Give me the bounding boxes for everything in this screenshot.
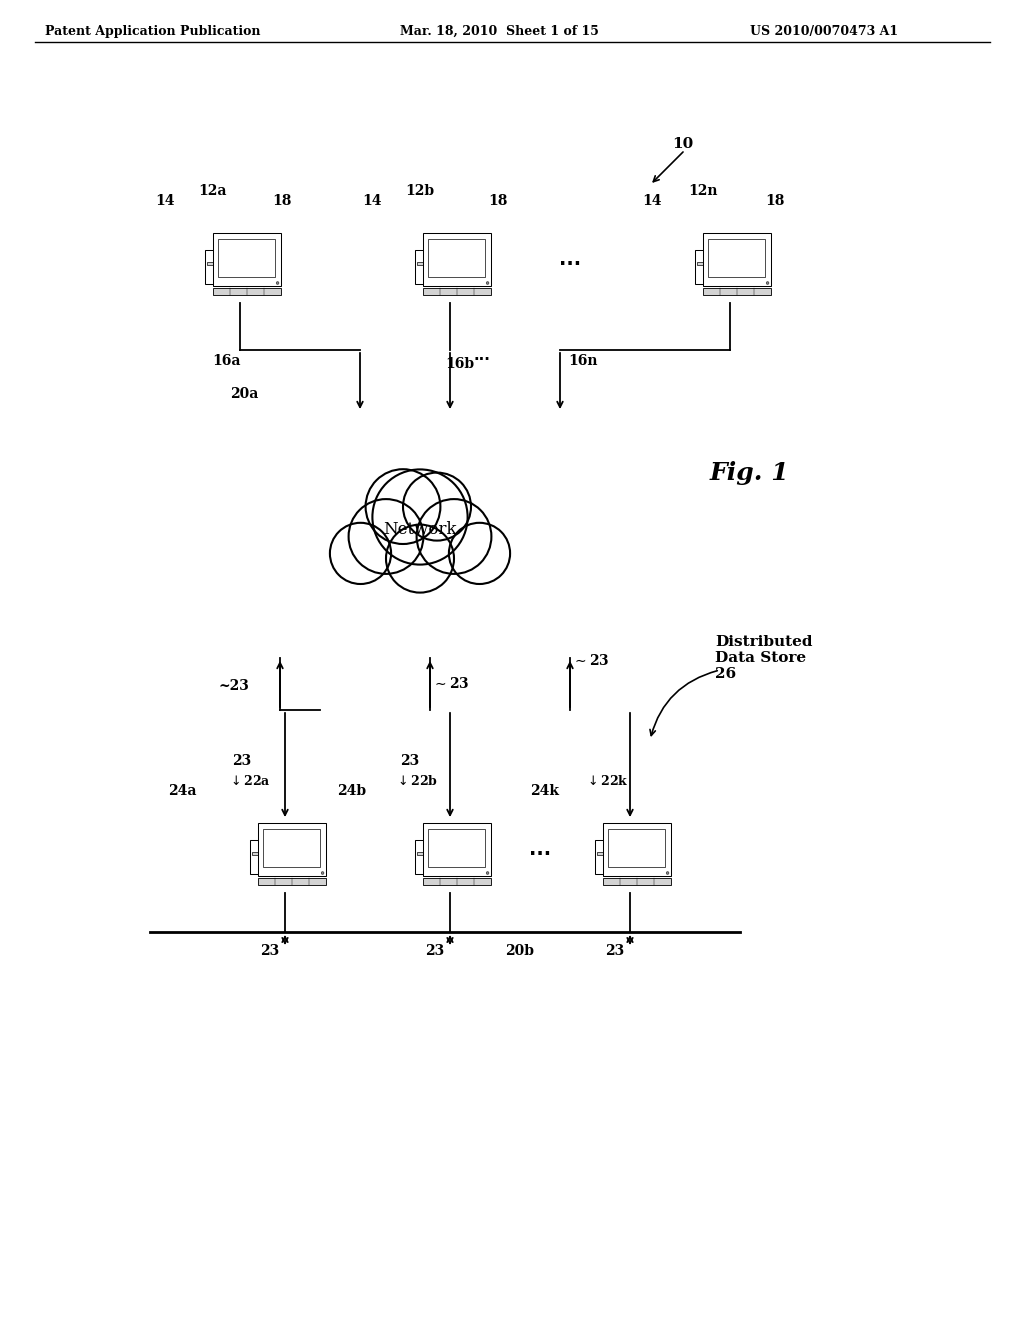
Text: 10: 10 <box>672 137 693 150</box>
Text: 14: 14 <box>155 194 174 209</box>
Bar <box>423 878 490 886</box>
Bar <box>258 824 326 875</box>
Bar <box>423 288 490 296</box>
Text: 16a: 16a <box>212 354 241 368</box>
Bar <box>428 239 485 277</box>
Bar <box>428 829 485 867</box>
Circle shape <box>449 523 510 583</box>
Text: $\sim$23: $\sim$23 <box>432 676 469 690</box>
Bar <box>415 249 428 284</box>
Text: 24k: 24k <box>530 784 559 799</box>
Bar <box>603 824 671 875</box>
Text: 18: 18 <box>272 194 292 209</box>
Text: ...: ... <box>559 249 581 269</box>
Bar <box>595 840 608 874</box>
Text: 12a: 12a <box>198 183 226 198</box>
Bar <box>263 829 321 867</box>
Circle shape <box>330 523 391 583</box>
Text: Patent Application Publication: Patent Application Publication <box>45 25 260 38</box>
Text: $\downarrow$22a: $\downarrow$22a <box>228 774 270 788</box>
Text: 16b: 16b <box>445 356 474 371</box>
Circle shape <box>486 281 489 284</box>
Text: ...: ... <box>473 348 490 363</box>
Bar <box>417 261 426 265</box>
Circle shape <box>386 524 454 593</box>
Circle shape <box>486 871 489 874</box>
Text: Mar. 18, 2010  Sheet 1 of 15: Mar. 18, 2010 Sheet 1 of 15 <box>400 25 599 38</box>
Text: 14: 14 <box>642 194 662 209</box>
Text: 16n: 16n <box>568 354 597 368</box>
Bar <box>608 829 666 867</box>
Bar <box>205 249 218 284</box>
Circle shape <box>348 499 423 574</box>
Text: 12b: 12b <box>406 183 434 198</box>
Bar <box>213 288 281 296</box>
Bar <box>252 851 261 855</box>
Circle shape <box>766 281 769 284</box>
Bar <box>702 288 771 296</box>
Circle shape <box>322 871 324 874</box>
Text: 23: 23 <box>425 944 444 958</box>
Text: ~23: ~23 <box>218 678 249 693</box>
Bar <box>417 851 426 855</box>
Text: 14: 14 <box>362 194 382 209</box>
Text: $\downarrow$22k: $\downarrow$22k <box>585 774 629 788</box>
Bar <box>702 234 771 286</box>
Text: 23: 23 <box>232 754 251 768</box>
Circle shape <box>417 499 492 574</box>
Bar <box>213 234 281 286</box>
Text: 23: 23 <box>260 944 280 958</box>
Bar <box>218 239 275 277</box>
Bar <box>258 878 326 886</box>
Bar <box>603 878 671 886</box>
Text: ...: ... <box>529 840 551 859</box>
Text: 20b: 20b <box>505 944 534 958</box>
Text: $\downarrow$22b: $\downarrow$22b <box>395 774 438 788</box>
Bar <box>709 239 765 277</box>
Text: Distributed
Data Store
26: Distributed Data Store 26 <box>715 635 812 681</box>
Bar <box>423 824 490 875</box>
Bar <box>415 840 428 874</box>
Text: 18: 18 <box>488 194 507 209</box>
Bar <box>597 851 606 855</box>
Text: $\sim$23: $\sim$23 <box>572 653 609 668</box>
Text: 24b: 24b <box>337 784 367 799</box>
Text: 12n: 12n <box>688 183 718 198</box>
Circle shape <box>276 281 279 284</box>
Circle shape <box>667 871 669 874</box>
Bar <box>207 261 216 265</box>
Circle shape <box>366 469 440 544</box>
Circle shape <box>373 470 468 565</box>
Text: US 2010/0070473 A1: US 2010/0070473 A1 <box>750 25 898 38</box>
Text: Network: Network <box>383 521 457 539</box>
Text: Fig. 1: Fig. 1 <box>710 461 790 484</box>
Text: 23: 23 <box>605 944 625 958</box>
Bar <box>694 249 709 284</box>
Text: 24a: 24a <box>168 784 197 799</box>
Text: 20a: 20a <box>230 387 258 401</box>
Circle shape <box>403 473 471 541</box>
Text: 23: 23 <box>400 754 419 768</box>
Text: 18: 18 <box>765 194 784 209</box>
Bar <box>250 840 263 874</box>
Bar <box>696 261 707 265</box>
Bar <box>423 234 490 286</box>
